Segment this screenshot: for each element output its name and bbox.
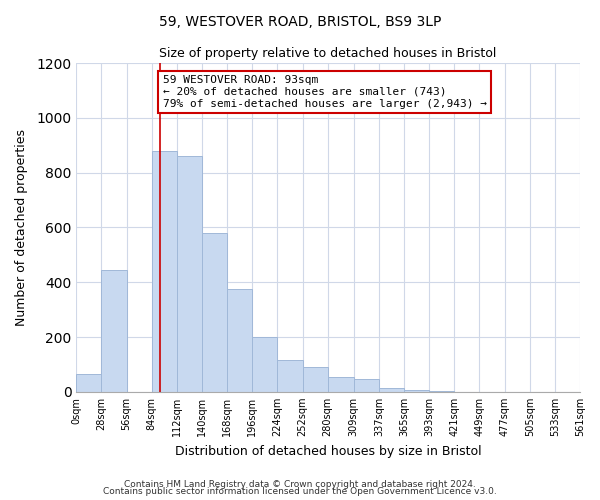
Bar (252, 337, 277, 392)
Bar (379, 388, 404, 392)
Bar (328, 376, 354, 392)
Y-axis label: Number of detached properties: Number of detached properties (15, 129, 28, 326)
Text: 59 WESTOVER ROAD: 93sqm
← 20% of detached houses are smaller (743)
79% of semi-d: 59 WESTOVER ROAD: 93sqm ← 20% of detache… (163, 76, 487, 108)
Bar (404, 390, 429, 392)
Bar (177, 156, 202, 392)
Bar (302, 367, 328, 392)
Text: Contains public sector information licensed under the Open Government Licence v3: Contains public sector information licen… (103, 487, 497, 496)
Bar (152, 150, 177, 392)
Bar (227, 289, 252, 392)
Text: 59, WESTOVER ROAD, BRISTOL, BS9 3LP: 59, WESTOVER ROAD, BRISTOL, BS9 3LP (159, 15, 441, 29)
Bar (101, 270, 127, 392)
Bar (76, 374, 101, 392)
Bar (354, 380, 379, 392)
Title: Size of property relative to detached houses in Bristol: Size of property relative to detached ho… (160, 48, 497, 60)
Bar (277, 360, 302, 392)
X-axis label: Distribution of detached houses by size in Bristol: Distribution of detached houses by size … (175, 444, 481, 458)
Text: Contains HM Land Registry data © Crown copyright and database right 2024.: Contains HM Land Registry data © Crown c… (124, 480, 476, 489)
Bar (202, 233, 227, 392)
